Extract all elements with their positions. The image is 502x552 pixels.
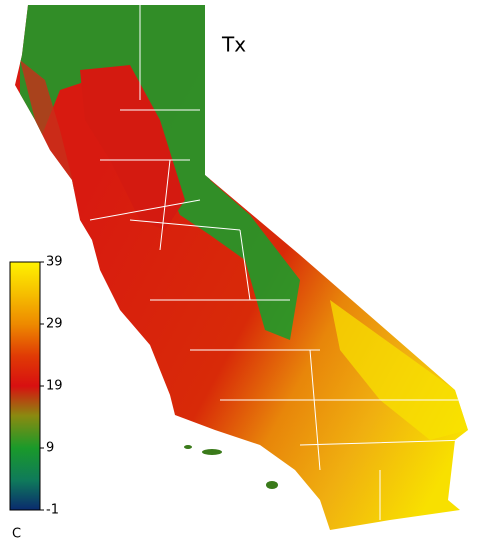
channel-islands [184, 445, 278, 489]
colorbar-unit: C [12, 527, 21, 542]
colorbar-tick-label: 39 [46, 255, 63, 270]
colorbar-tick-label: 9 [46, 441, 54, 456]
colorbar-tick-label: -1 [46, 503, 59, 518]
map-title: Tx [221, 33, 246, 57]
colorbar-tick-label: 29 [46, 317, 63, 332]
colorbar [9, 261, 41, 511]
colorbar-tick-label: 19 [46, 379, 63, 394]
